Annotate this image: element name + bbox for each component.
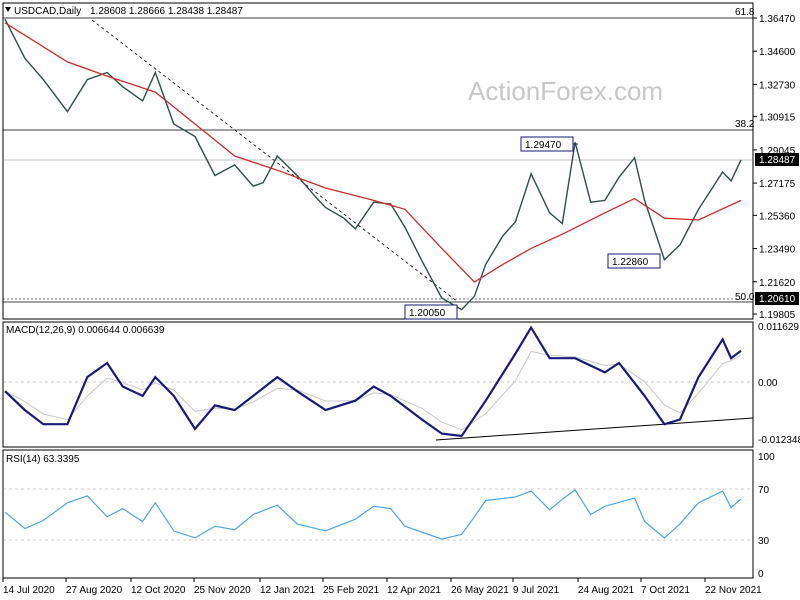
dropdown-triangle-icon[interactable] — [5, 7, 11, 12]
price-tick-label: 1.19805 — [759, 310, 796, 321]
price-tick-label: 1.32730 — [759, 80, 796, 91]
x-tick-label: 27 Aug 2020 — [66, 585, 123, 596]
price-tick-label: 1.29045 — [759, 146, 796, 157]
fib-61-8-label: 61.8 — [735, 7, 755, 18]
rsi-panel-border — [2, 449, 754, 579]
macd-signal-line — [4, 350, 742, 431]
price-tick-label: 1.34600 — [759, 47, 796, 58]
current-price-label: 1.28487 — [759, 155, 796, 166]
fib-50-0-label: 50.0 — [735, 292, 755, 303]
annotation-mid: 1.22860 — [607, 253, 661, 269]
rsi-tick-0: 0 — [758, 569, 764, 580]
x-tick-label: 9 Jul 2021 — [513, 585, 560, 596]
x-tick-label: 7 Oct 2021 — [641, 585, 690, 596]
macd-trend-line — [435, 417, 754, 441]
support-price-box — [755, 292, 799, 305]
rsi-tick-70: 70 — [758, 485, 770, 496]
ohlc-label: 1.28608 1.28666 1.28438 1.28487 — [90, 6, 243, 17]
annotation-mid-label: 1.22860 — [612, 257, 649, 268]
watermark: ActionForex.com — [468, 76, 663, 106]
x-tick-label: 24 Aug 2021 — [578, 585, 635, 596]
price-tick-label: 1.36470 — [759, 14, 796, 25]
annotation-high: 1.29470 — [520, 136, 578, 152]
x-tick-label: 12 Oct 2020 — [131, 585, 186, 596]
macd-tick-zero: 0.00 — [758, 378, 778, 389]
annotation-low-label: 1.20050 — [409, 308, 446, 319]
price-y-axis: 1.36470 1.34600 1.32730 1.30915 1.29045 1.271… — [753, 14, 796, 321]
macd-tick-top: 0.011629 — [758, 322, 799, 333]
price-series-line — [4, 18, 742, 311]
fib-38-2-label: 38.2 — [735, 119, 755, 130]
macd-tick-bottom: -0.012348 — [758, 435, 800, 446]
x-tick-label: 12 Jan 2021 — [260, 585, 315, 596]
price-panel-border — [2, 2, 754, 320]
rsi-tick-100: 100 — [758, 452, 775, 463]
macd-line — [4, 325, 742, 438]
rsi-line — [4, 489, 742, 540]
x-tick-label: 26 May 2021 — [451, 585, 509, 596]
support-price-label: 1.20610 — [759, 294, 796, 305]
price-tick-label: 1.30915 — [759, 113, 796, 124]
x-tick-label: 22 Nov 2021 — [705, 585, 762, 596]
macd-panel-border — [2, 321, 754, 448]
price-tick-label: 1.23490 — [759, 245, 796, 256]
x-tick-label: 14 Jul 2020 — [3, 585, 55, 596]
x-tick-label: 25 Feb 2021 — [323, 585, 380, 596]
current-price-box — [755, 153, 799, 166]
symbol-label: USDCAD,Daily — [14, 6, 81, 17]
x-tick-label: 25 Nov 2020 — [194, 585, 251, 596]
falling-trend-line — [91, 19, 459, 303]
price-tick-label: 1.27175 — [759, 179, 796, 190]
x-tick-label: 12 Apr 2021 — [387, 585, 441, 596]
rsi-header: RSI(14) 63.3395 — [6, 454, 80, 465]
annotation-high-label: 1.29470 — [525, 140, 562, 151]
price-tick-label: 1.21620 — [759, 278, 796, 289]
annotation-low: 1.20050 — [404, 304, 458, 320]
price-tick-label: 1.25360 — [759, 211, 796, 222]
rsi-tick-30: 30 — [758, 536, 770, 547]
macd-header: MACD(12,26,9) 0.006644 0.006639 — [6, 325, 165, 336]
moving-average-line — [4, 22, 742, 283]
x-axis: 14 Jul 2020 27 Aug 2020 12 Oct 2020 25 Nov … — [2, 578, 762, 596]
